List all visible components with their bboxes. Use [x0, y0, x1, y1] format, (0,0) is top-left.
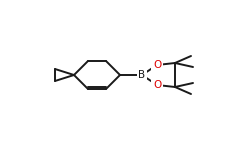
Text: O: O [153, 80, 161, 90]
Text: B: B [138, 70, 145, 80]
Text: O: O [153, 60, 161, 70]
